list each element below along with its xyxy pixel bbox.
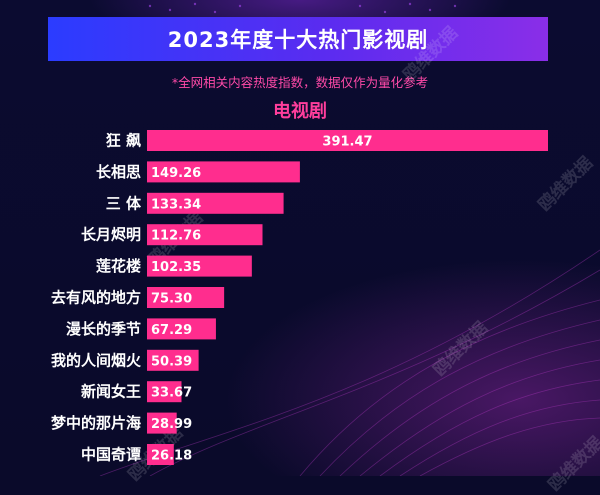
bar-chart: 狂 飙 391.47 长相思 149.26 三 体 133.34 长月烬明 112.76 莲花楼… <box>51 130 548 465</box>
category-label: 去有风的地方 <box>51 289 141 307</box>
bar-3 <box>147 192 284 214</box>
value-label: 133.34 <box>151 197 201 212</box>
bar-5 <box>147 255 252 277</box>
subtitle-note: *全网相关内容热度指数，数据仅作为量化参考 <box>171 75 429 90</box>
value-label: 102.35 <box>151 260 201 275</box>
value-label: 50.39 <box>151 354 192 369</box>
bar-8 <box>147 349 199 371</box>
category-label: 我的人间烟火 <box>51 351 142 369</box>
value-label: 33.67 <box>151 386 192 401</box>
title-banner: 2023年度十大热门影视剧 <box>48 17 548 61</box>
value-label: 391.47 <box>322 135 372 150</box>
bar-9 <box>147 381 182 403</box>
bar-7 <box>147 318 216 340</box>
page-title: 2023年度十大热门影视剧 <box>167 28 429 52</box>
bar-2 <box>147 161 300 183</box>
category-title: 电视剧 <box>273 101 327 122</box>
category-label: 漫长的季节 <box>66 320 141 338</box>
bar-4 <box>147 224 263 246</box>
value-label: 149.26 <box>151 166 201 181</box>
value-label: 67.29 <box>151 323 192 338</box>
category-label: 中国奇谭 <box>81 446 141 464</box>
value-label: 28.99 <box>151 417 192 432</box>
value-label: 26.18 <box>151 449 192 464</box>
background <box>0 0 600 476</box>
bar-6 <box>147 287 225 308</box>
bar-11 <box>147 444 174 465</box>
category-label: 莲花楼 <box>96 257 141 275</box>
category-label: 长月烬明 <box>81 226 141 244</box>
category-label: 长相思 <box>96 163 141 181</box>
category-label: 三 体 <box>106 194 142 212</box>
value-label: 112.76 <box>151 229 201 244</box>
category-label: 梦中的那片海 <box>51 414 141 432</box>
value-label: 75.30 <box>151 292 192 307</box>
bar-10 <box>147 412 177 434</box>
bar-1 <box>147 130 548 151</box>
category-label: 狂 飙 <box>106 132 141 150</box>
category-label: 新闻女王 <box>81 383 141 401</box>
